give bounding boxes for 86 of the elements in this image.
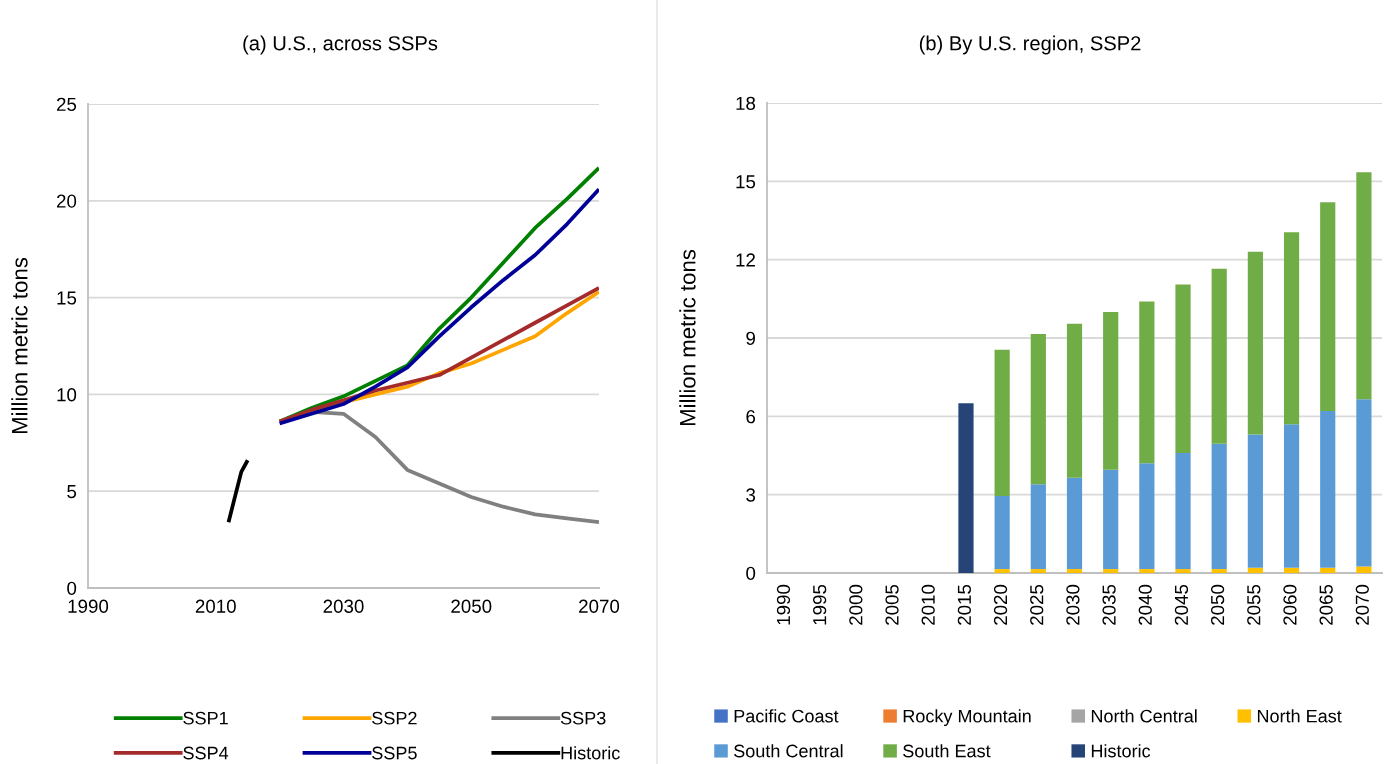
x-tick-label: 1990 (776, 584, 791, 625)
bar (1103, 569, 1119, 573)
bar (1283, 424, 1300, 568)
y-tick-label: 15 (57, 291, 77, 305)
bar (1139, 569, 1155, 573)
x-tick-label: 2050 (1210, 584, 1225, 625)
legend-label: Historic (561, 746, 620, 760)
legend-label: SSP4 (183, 746, 229, 760)
bar (1356, 172, 1372, 400)
bar (994, 569, 1010, 573)
x-tick-label: 2040 (1138, 584, 1152, 625)
bar (1211, 569, 1227, 573)
x-tick-label: 2010 (195, 599, 236, 613)
x-tick-label: 2020 (993, 584, 1008, 625)
bar (1283, 232, 1300, 425)
y-tick-label: 0 (67, 581, 77, 595)
legend-label: SSP1 (183, 711, 228, 725)
legend-label: North Central (1091, 709, 1197, 723)
x-tick-label: 2070 (579, 599, 620, 613)
legend-label: South East (903, 744, 991, 758)
bar (1175, 569, 1191, 573)
bar (1283, 567, 1300, 573)
legend-label: Pacific Coast (734, 709, 839, 723)
x-tick-label: 1990 (68, 599, 109, 613)
x-tick-label: 2060 (1283, 584, 1297, 625)
bar (1030, 569, 1046, 573)
y-tick-label: 0 (746, 566, 756, 580)
x-tick-label: 2015 (957, 584, 971, 625)
x-tick-label: 2010 (921, 584, 935, 625)
bar (1103, 311, 1119, 470)
x-tick-label: 1995 (813, 584, 827, 625)
y-tick-label: 5 (67, 485, 77, 499)
bar (1247, 567, 1263, 573)
y-tick-label: 18 (736, 96, 756, 110)
x-tick-label: 2005 (885, 584, 899, 625)
bar (958, 403, 974, 573)
x-tick-label: 2055 (1247, 584, 1261, 625)
y-tick-label: 20 (56, 194, 77, 208)
bar (1211, 443, 1227, 570)
chart-title: (b) By U.S. region, SSP2 (919, 35, 1141, 55)
y-tick-label: 15 (736, 175, 756, 189)
bar (1320, 567, 1336, 573)
bar (1320, 411, 1336, 568)
bar (1356, 566, 1372, 573)
bar (1066, 477, 1083, 570)
y-tick-label: 9 (746, 331, 755, 345)
bar (1103, 469, 1119, 570)
y-tick-label: 25 (56, 97, 77, 111)
x-tick-label: 2035 (1102, 584, 1116, 625)
legend-label: SSP2 (372, 711, 417, 725)
bar (1030, 334, 1046, 485)
bar (1247, 434, 1263, 568)
bar (1066, 323, 1083, 478)
bar (1139, 301, 1155, 464)
x-tick-label: 2030 (1066, 584, 1080, 625)
x-tick-label: 2065 (1319, 584, 1333, 625)
bar (1211, 268, 1227, 444)
legend-label: SSP5 (372, 746, 417, 760)
bar (1175, 452, 1191, 570)
legend-label: South Central (734, 744, 843, 758)
y-tick-label: 10 (57, 388, 77, 402)
x-tick-label: 2030 (323, 599, 364, 613)
bar (1139, 463, 1155, 570)
bar (1356, 399, 1372, 567)
y-tick-label: 12 (736, 253, 755, 267)
x-tick-label: 2045 (1174, 584, 1189, 625)
x-tick-label: 2070 (1355, 584, 1369, 625)
x-tick-label: 2000 (849, 584, 863, 625)
chart-title: (a) U.S., across SSPs (243, 35, 438, 55)
bar (994, 495, 1010, 570)
x-tick-label: 2050 (451, 599, 492, 613)
y-tick-label: 3 (746, 488, 756, 502)
legend-label: SSP3 (560, 711, 606, 725)
legend-label: Rocky Mountain (903, 709, 1031, 727)
legend-label: North East (1257, 709, 1342, 723)
bar (1066, 569, 1083, 573)
y-tick-label: 6 (746, 410, 756, 424)
legend-label: Historic (1091, 744, 1151, 758)
y-axis-title: Million metric tons (679, 249, 696, 426)
bar (994, 349, 1010, 496)
bar (1030, 484, 1046, 570)
y-axis-title: Million metric tons (11, 257, 28, 434)
bar (1175, 284, 1191, 453)
x-tick-label: 2025 (1030, 584, 1044, 625)
bar (1320, 202, 1336, 412)
bar (1247, 251, 1263, 435)
